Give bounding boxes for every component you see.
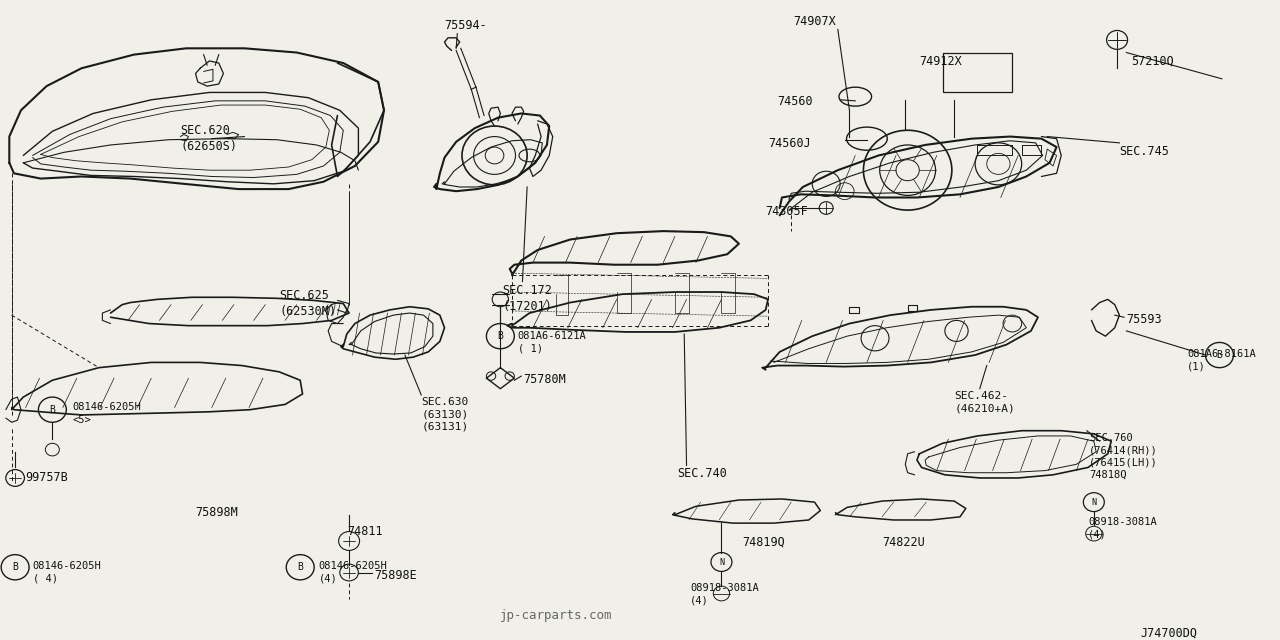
Text: SEC.630
(63130)
(63131): SEC.630 (63130) (63131) <box>421 397 468 432</box>
Text: 75898E: 75898E <box>375 570 417 582</box>
Text: SEC.625
(62530M): SEC.625 (62530M) <box>279 289 337 318</box>
Text: 74560: 74560 <box>777 95 813 108</box>
Text: 74560J: 74560J <box>768 136 810 150</box>
Text: 08146-6205H
( 4): 08146-6205H ( 4) <box>32 561 101 583</box>
Text: J74700DQ: J74700DQ <box>1140 626 1197 639</box>
Text: SEC.745: SEC.745 <box>1120 145 1170 158</box>
Text: 99757B: 99757B <box>26 470 68 484</box>
Text: SEC.620
(62650S): SEC.620 (62650S) <box>180 124 237 153</box>
Text: 74822U: 74822U <box>882 536 924 548</box>
Text: 75898M: 75898M <box>196 506 238 519</box>
Text: jp-carparts.com: jp-carparts.com <box>500 609 613 622</box>
Text: 74305F: 74305F <box>765 205 809 218</box>
Text: 75780M: 75780M <box>524 373 566 386</box>
Text: B: B <box>498 331 503 341</box>
Text: 75594-: 75594- <box>444 19 488 32</box>
Text: B: B <box>297 563 303 572</box>
Text: 08918-3081A
(4): 08918-3081A (4) <box>690 583 759 605</box>
Text: 74912X: 74912X <box>919 54 963 68</box>
Text: B: B <box>1216 350 1222 360</box>
Bar <box>942 52 1012 92</box>
Text: 08146-6205H
(4): 08146-6205H (4) <box>319 561 388 583</box>
Text: SEC.172
(17201): SEC.172 (17201) <box>503 284 553 312</box>
Text: N: N <box>719 557 724 566</box>
Text: N: N <box>1092 498 1096 507</box>
Text: 74819Q: 74819Q <box>742 536 785 548</box>
Text: 74907X: 74907X <box>794 15 836 28</box>
Text: 57210Q: 57210Q <box>1132 54 1174 68</box>
Text: 08918-3081A
(4): 08918-3081A (4) <box>1088 517 1157 540</box>
Text: SEC.740: SEC.740 <box>677 467 727 481</box>
Text: B: B <box>13 563 18 572</box>
Text: SEC.462-
(46210+A): SEC.462- (46210+A) <box>954 391 1015 413</box>
Text: 08146-6205H
<5>: 08146-6205H <5> <box>72 403 141 425</box>
Text: SEC.760
(76414(RH))
(76415(LH))
74818Q: SEC.760 (76414(RH)) (76415(LH)) 74818Q <box>1089 433 1158 480</box>
Text: 081A6-8161A
(1): 081A6-8161A (1) <box>1187 349 1256 371</box>
Text: 74811: 74811 <box>347 525 383 538</box>
Text: 75593: 75593 <box>1126 313 1162 326</box>
Text: B: B <box>50 404 55 415</box>
Text: 081A6-6121A
( 1): 081A6-6121A ( 1) <box>518 331 586 353</box>
